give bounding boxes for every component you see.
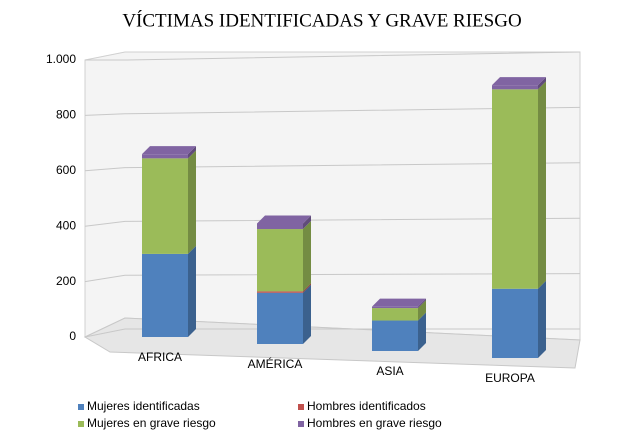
bar-segment	[142, 146, 196, 159]
bar-segment	[492, 280, 546, 358]
grid-line	[84, 328, 580, 338]
bar-front	[257, 223, 303, 230]
floor	[83, 317, 581, 369]
chart-title: VÍCTIMAS IDENTIFICADAS Y GRAVE RIESGO	[122, 9, 521, 31]
bar-front	[257, 229, 303, 292]
legend-label: Hombres identificados	[307, 399, 426, 413]
x-tick-label: EUROPA	[485, 371, 535, 385]
bar-side	[188, 146, 196, 159]
bar-side	[303, 284, 311, 344]
bar-front	[492, 89, 538, 289]
y-tick-label: 400	[56, 218, 76, 232]
bar-segment	[372, 312, 426, 351]
bar-segment	[372, 298, 426, 309]
grid-line	[84, 162, 581, 172]
bar-segment	[257, 283, 311, 293]
grid-line	[84, 106, 581, 116]
legend-label: Hombres en grave riesgo	[307, 416, 442, 430]
y-tick-label: 800	[56, 108, 76, 122]
bar-front	[142, 158, 188, 254]
bar-segment	[142, 150, 196, 254]
bar-side	[538, 280, 546, 358]
x-tick-label: ASIA	[376, 364, 403, 378]
bar-front	[142, 253, 188, 337]
y-tick-label: 600	[56, 163, 76, 177]
y-tick-label: 1.000	[46, 52, 76, 66]
bar-front	[257, 292, 303, 344]
x-tick-label: AMÉRICA	[248, 356, 303, 371]
bar-segment	[257, 284, 311, 344]
legend-label: Mujeres en grave riesgo	[87, 416, 216, 430]
bar-segment	[492, 77, 546, 90]
bar-side	[418, 300, 426, 321]
legend-label: Mujeres identificadas	[87, 399, 200, 413]
legend-swatch	[298, 421, 304, 427]
bar-side	[418, 312, 426, 351]
bar-side	[188, 245, 196, 337]
x-tick-label: AFRICA	[138, 350, 182, 364]
bar-top	[372, 298, 426, 307]
grid-line	[84, 217, 581, 227]
bar-segment	[492, 81, 546, 289]
bar-top	[142, 146, 196, 155]
bar-top	[492, 77, 546, 86]
bar-side	[303, 283, 311, 293]
y-tick-label: 200	[56, 274, 76, 288]
bar-side	[303, 221, 311, 292]
bar-front	[372, 306, 418, 309]
legend-swatch	[78, 421, 84, 427]
bar-front	[142, 154, 188, 159]
bar-segment	[372, 300, 426, 321]
legend-swatch	[298, 404, 304, 410]
bar-front	[492, 288, 538, 358]
legend-swatch	[78, 404, 84, 410]
bar-side	[303, 215, 311, 230]
bar-top	[257, 215, 311, 224]
bar-front	[372, 320, 418, 351]
grid-line	[84, 273, 581, 283]
bar-side	[188, 150, 196, 254]
bar-segment	[257, 221, 311, 292]
bar-front	[372, 308, 418, 321]
bar-front	[257, 291, 303, 293]
bar-front	[492, 85, 538, 90]
bar-segment	[142, 245, 196, 337]
bar-side	[538, 77, 546, 90]
bar-side	[538, 81, 546, 289]
bar-segment	[257, 215, 311, 230]
y-tick-label: 0	[69, 329, 76, 343]
grid-line	[85, 51, 581, 61]
bar-side	[418, 298, 426, 309]
